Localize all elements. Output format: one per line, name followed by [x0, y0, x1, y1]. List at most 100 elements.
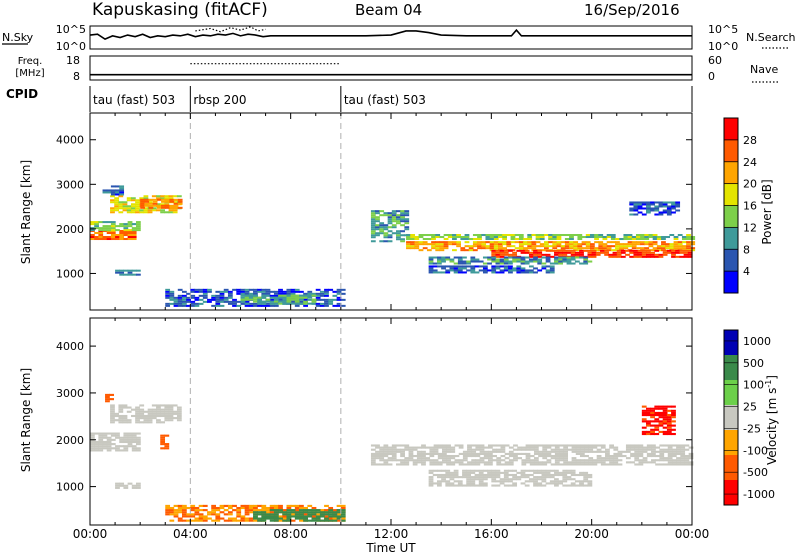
range-gate-cell: [410, 243, 416, 246]
time-tick-label: 12:00: [374, 527, 409, 541]
range-gate-cell: [110, 227, 116, 230]
range-gate-cell: [168, 417, 174, 420]
range-gate-cell: [131, 269, 137, 272]
range-gate-cell: [336, 290, 342, 293]
range-gate-cell: [278, 519, 283, 522]
range-gate-cell: [666, 416, 672, 419]
range-gate-cell: [122, 205, 128, 208]
range-gate-cell: [126, 205, 132, 208]
range-gate-cell: [471, 448, 477, 451]
range-gate-cell: [282, 519, 288, 522]
range-gate-cell: [533, 461, 539, 464]
range-gate-cell: [654, 426, 660, 429]
range-gate-cell: [123, 229, 129, 232]
range-gate-cell: [646, 205, 651, 208]
range-gate-cell: [410, 241, 416, 244]
range-gate-cell: [654, 407, 660, 410]
range-gate-cell: [303, 517, 308, 520]
range-gate-cell: [654, 414, 660, 417]
range-gate-cell: [571, 463, 577, 466]
range-gate-cell: [286, 296, 292, 299]
range-gate-cell: [482, 269, 488, 272]
range-gate-cell: [533, 452, 539, 455]
noise-search-label: N.Search: [746, 31, 796, 44]
range-gate-cell: [102, 227, 108, 230]
range-gate-cell: [545, 265, 551, 268]
range-gate-cell: [575, 444, 581, 447]
range-gate-cell: [666, 414, 672, 417]
range-gate-cell: [422, 243, 428, 246]
range-gate-cell: [600, 459, 606, 462]
range-gate-cell: [119, 436, 125, 439]
range-gate-cell: [470, 271, 476, 274]
range-gate-cell: [126, 199, 132, 202]
range-gate-cell: [169, 292, 175, 295]
range-gate-cell: [123, 434, 129, 437]
range-gate-cell: [483, 454, 489, 458]
range-gate-cell: [294, 290, 300, 293]
range-gate-cell: [453, 269, 459, 272]
range-gate-cell: [537, 469, 543, 472]
range-gate-cell: [391, 459, 397, 462]
range-gate-cell: [110, 199, 115, 202]
range-gate-cell: [375, 446, 380, 449]
range-gate-cell: [336, 504, 342, 507]
range-gate-cell: [445, 256, 451, 259]
range-gate-cell: [143, 414, 149, 418]
range-gate-cell: [500, 446, 506, 449]
range-gate-cell: [596, 457, 602, 460]
range-gate-cell: [467, 454, 472, 458]
range-gate-cell: [110, 185, 116, 188]
range-gate-cell: [631, 243, 637, 246]
range-gate-cell: [236, 304, 242, 307]
range-gate-cell: [592, 461, 598, 464]
noise-right-tick-bottom: 10^0: [708, 40, 738, 53]
range-gate-cell: [524, 271, 530, 274]
range-gate-cell: [663, 457, 669, 460]
range-gate-cell: [533, 478, 538, 481]
range-gate-cell: [408, 459, 414, 462]
range-gate-cell: [662, 209, 668, 212]
range-gate-cell: [135, 443, 141, 446]
range-gate-cell: [123, 432, 129, 435]
range-gate-cell: [533, 446, 539, 449]
range-gate-cell: [286, 294, 292, 297]
range-gate-cell: [115, 447, 120, 450]
range-gate-cell: [168, 211, 174, 214]
range-gate-cell: [658, 205, 664, 208]
range-gate-cell: [257, 509, 263, 512]
range-gate-cell: [412, 454, 418, 458]
range-gate-cell: [537, 262, 543, 265]
power-colorbar-tick-label: 4: [743, 265, 750, 278]
range-gate-cell: [535, 238, 541, 241]
range-gate-cell: [198, 515, 204, 518]
range-gate-cell: [676, 457, 681, 460]
range-gate-cell: [533, 444, 539, 447]
range-gate-cell: [646, 253, 651, 256]
range-gate-cell: [383, 446, 389, 449]
range-gate-cell: [311, 509, 317, 512]
range-gate-cell: [248, 511, 254, 514]
range-gate-cell: [474, 476, 480, 479]
range-gate-cell: [467, 450, 472, 453]
range-gate-cell: [566, 258, 572, 261]
range-gate-cell: [383, 463, 389, 466]
range-gate-cell: [428, 260, 434, 263]
range-gate-cell: [269, 300, 275, 303]
range-gate-cell: [531, 241, 537, 244]
range-gate-cell: [152, 200, 158, 203]
range-gate-cell: [286, 288, 292, 291]
range-gate-cell: [658, 253, 664, 256]
range-gate-cell: [489, 236, 495, 239]
range-gate-cell: [115, 482, 120, 485]
range-gate-cell: [466, 480, 472, 483]
range-gate-cell: [549, 473, 555, 477]
range-gate-cell: [135, 432, 141, 435]
range-gate-cell: [592, 463, 598, 466]
range-gate-cell: [115, 193, 120, 196]
range-gate-cell: [495, 249, 501, 252]
range-gate-cell: [658, 424, 664, 427]
range-gate-cell: [666, 205, 672, 208]
velocity-panel-bg: [90, 318, 692, 525]
range-gate-cell: [118, 408, 124, 411]
